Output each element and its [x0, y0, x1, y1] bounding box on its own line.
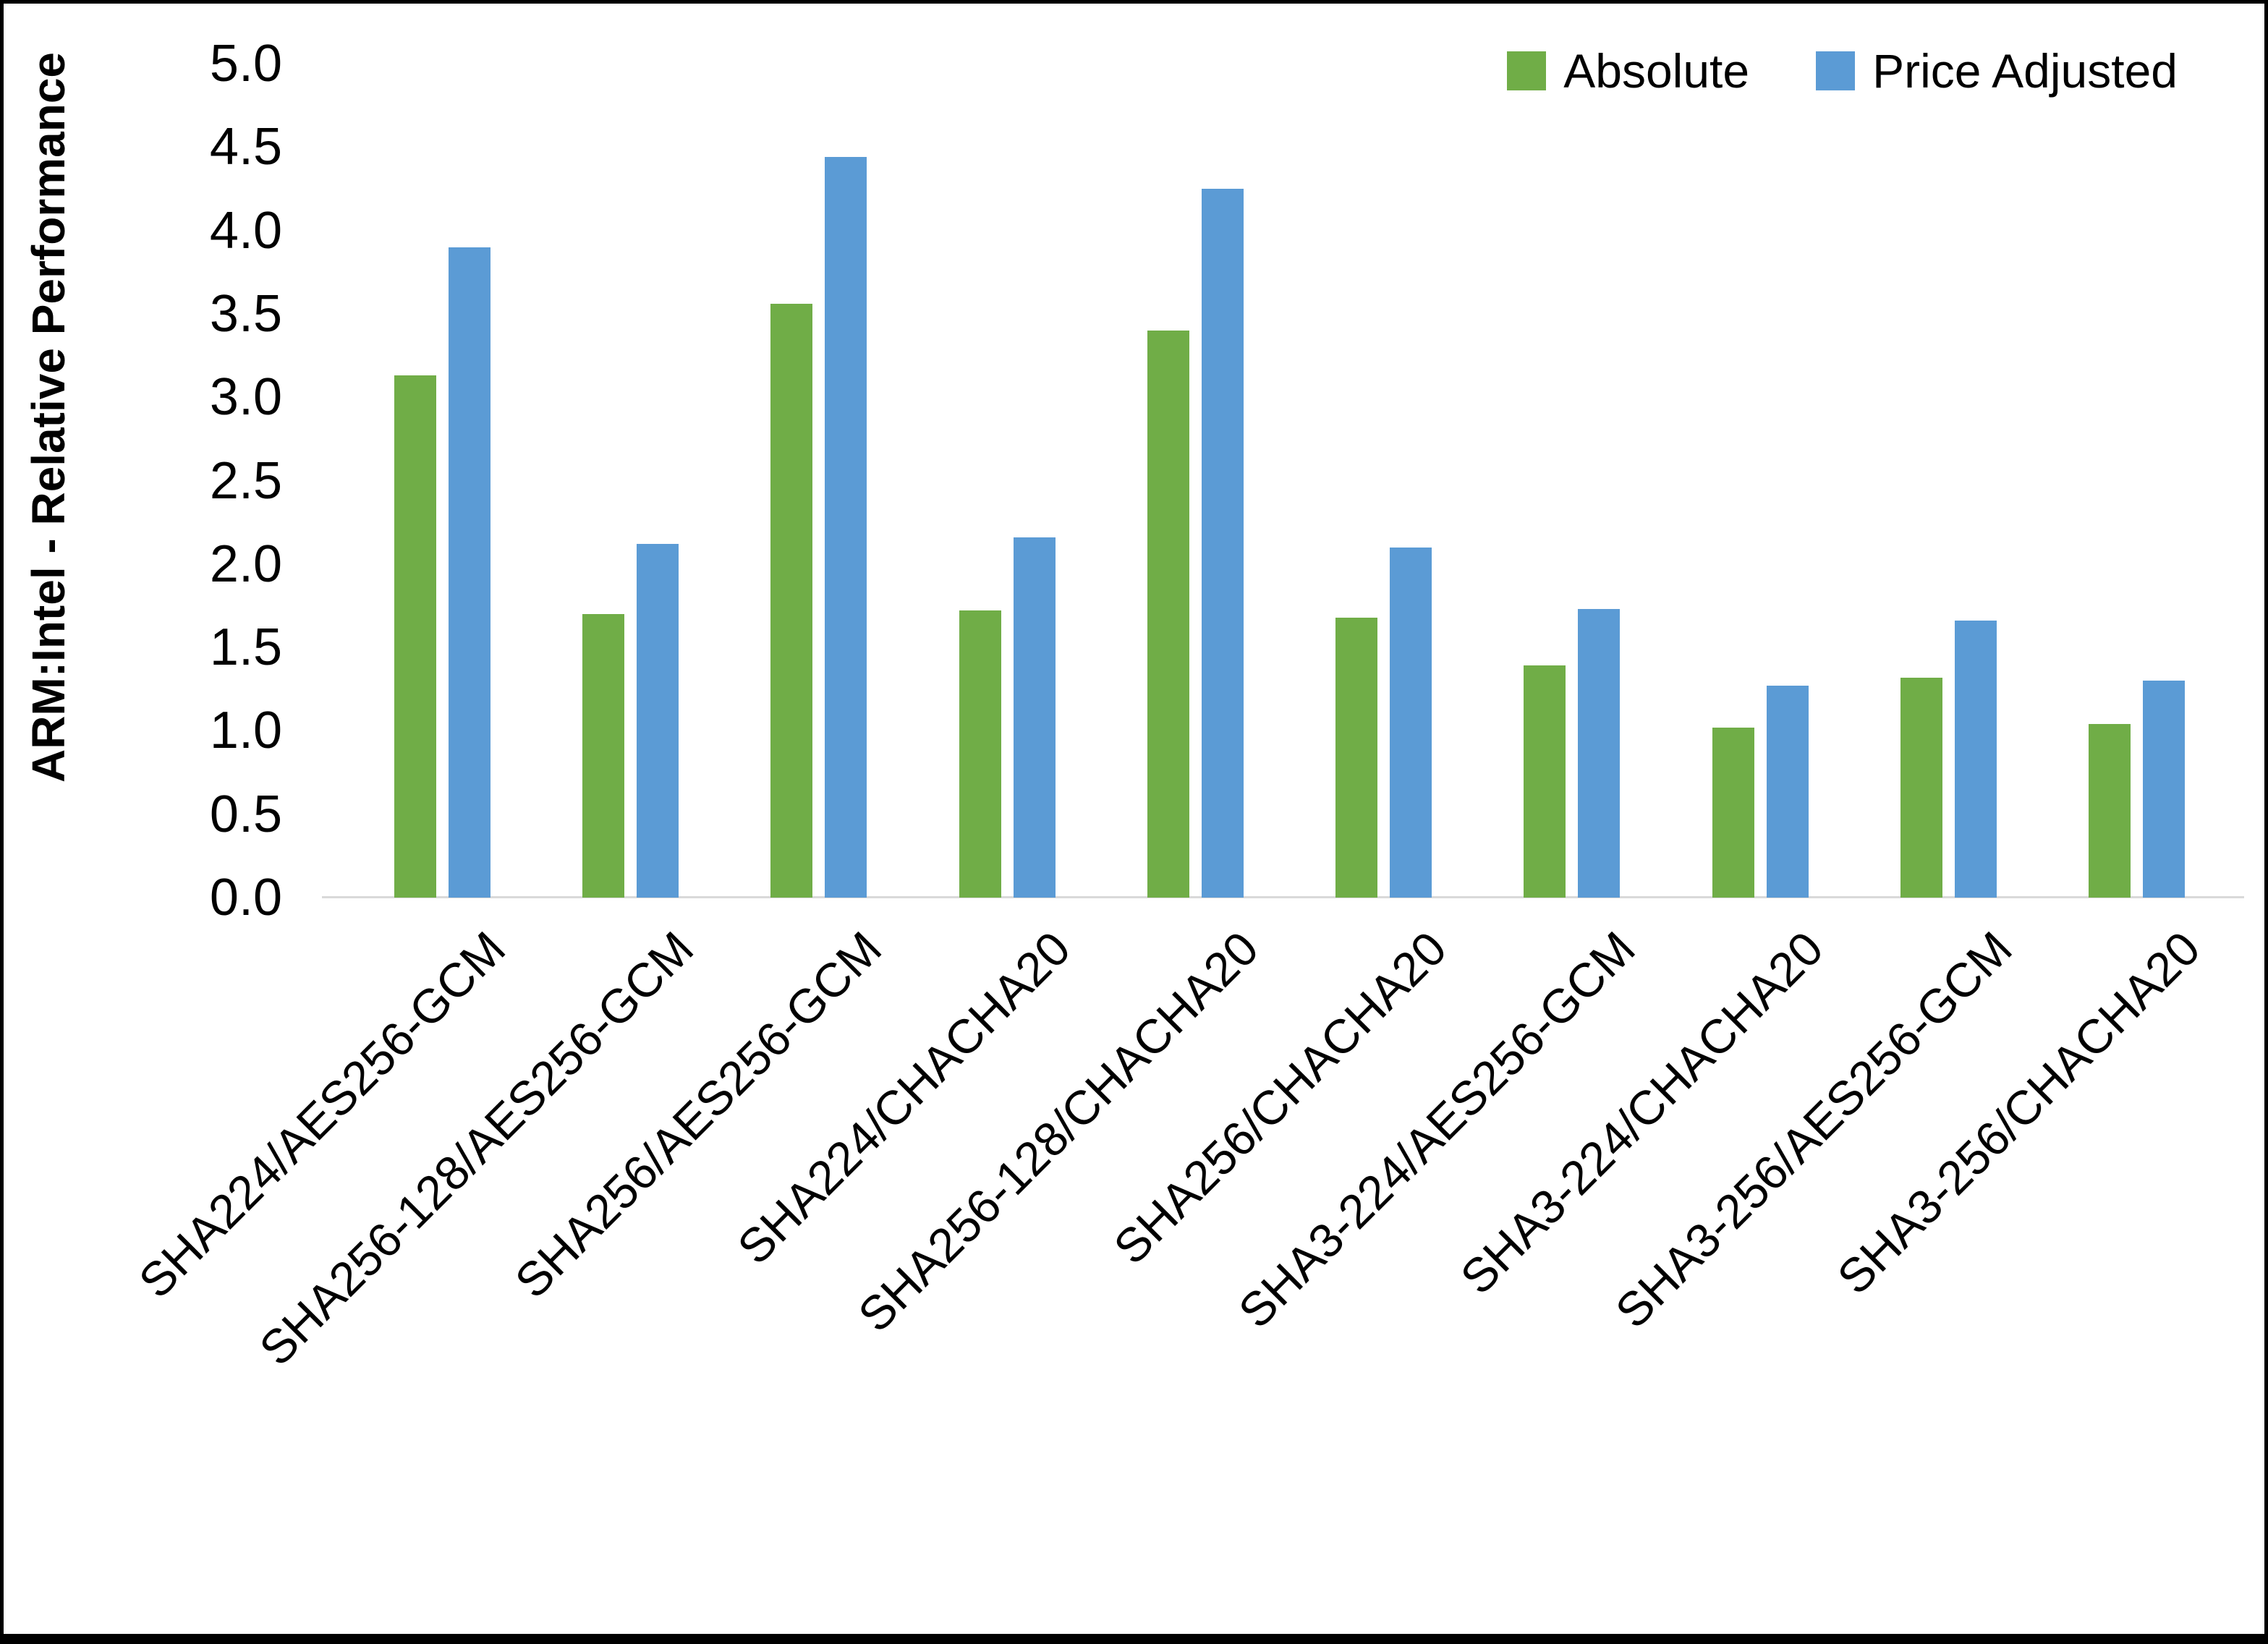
- y-tick-label: 5.0: [209, 35, 282, 93]
- bar-price-adjusted: [825, 157, 867, 898]
- legend-label: Price Adjusted: [1872, 44, 2178, 98]
- legend-swatch-icon: [1816, 51, 1856, 90]
- bar-price-adjusted: [1201, 188, 1244, 898]
- x-axis-category-label: SHA3-256/CHACHA20: [1827, 921, 2210, 1305]
- bar-price-adjusted: [1955, 621, 1997, 898]
- x-axis-category-label: SHA3-256/AES256-GCM: [1605, 921, 2022, 1338]
- bar-price-adjusted: [448, 247, 490, 898]
- bar-absolute: [1147, 330, 1189, 898]
- plot-area: [348, 64, 2231, 898]
- bar-group: [1666, 64, 1854, 898]
- y-tick-label: 0.5: [209, 785, 282, 843]
- bar-group: [2043, 64, 2231, 898]
- legend-item-price-adjusted: Price Adjusted: [1816, 46, 2178, 96]
- bar-absolute: [959, 610, 1001, 898]
- bar-price-adjusted: [1390, 547, 1432, 898]
- bar-absolute: [2089, 724, 2131, 898]
- bar-absolute: [1335, 617, 1378, 898]
- y-tick-label: 2.5: [209, 451, 282, 510]
- y-tick-label: 4.0: [209, 201, 282, 260]
- x-axis-category-label: SHA3-224/CHACHA20: [1450, 921, 1834, 1305]
- x-axis-category-label: SHA224/AES256-GCM: [128, 921, 516, 1308]
- bar-absolute: [582, 613, 624, 898]
- y-tick-label: 3.5: [209, 284, 282, 343]
- bar-group: [913, 64, 1101, 898]
- bar-group: [725, 64, 913, 898]
- bar-price-adjusted: [1578, 609, 1621, 898]
- bar-absolute: [770, 304, 813, 898]
- legend: Absolute Price Adjusted: [1507, 46, 2178, 96]
- y-tick-label: 0.0: [209, 869, 282, 927]
- legend-swatch-icon: [1507, 51, 1547, 90]
- y-tick-label: 2.0: [209, 534, 282, 593]
- bar-group: [348, 64, 536, 898]
- x-axis-line: [322, 896, 2244, 898]
- bar-group: [1854, 64, 2042, 898]
- x-axis-category-label: SHA256/AES256-GCM: [504, 921, 892, 1308]
- y-tick-label: 1.0: [209, 702, 282, 760]
- bar-group: [1290, 64, 1478, 898]
- x-axis-category-label: SHA3-224/AES256-GCM: [1228, 921, 1645, 1338]
- y-tick-label: 1.5: [209, 618, 282, 677]
- bar-absolute: [1900, 677, 1943, 898]
- y-tick-label: 4.5: [209, 118, 282, 176]
- y-axis-title: ARM:Intel - Relative Performance: [22, 51, 75, 783]
- bar-absolute: [1712, 727, 1754, 898]
- x-axis-category-label: SHA256/CHACHA20: [1103, 921, 1457, 1274]
- bar-price-adjusted: [636, 544, 679, 898]
- x-axis-category-label: SHA224/CHACHA20: [726, 921, 1080, 1274]
- bar-absolute: [1524, 665, 1566, 898]
- legend-label: Absolute: [1563, 44, 1750, 98]
- bar-price-adjusted: [1766, 686, 1809, 898]
- bar-group: [1101, 64, 1289, 898]
- bar-group: [536, 64, 724, 898]
- bar-price-adjusted: [1013, 537, 1056, 898]
- legend-item-absolute: Absolute: [1507, 46, 1749, 96]
- bar-absolute: [394, 375, 436, 898]
- x-axis-category-label: SHA256-128/CHACHA20: [847, 921, 1269, 1342]
- y-tick-label: 3.0: [209, 368, 282, 427]
- bar-price-adjusted: [2143, 681, 2186, 898]
- bar-group: [1478, 64, 1666, 898]
